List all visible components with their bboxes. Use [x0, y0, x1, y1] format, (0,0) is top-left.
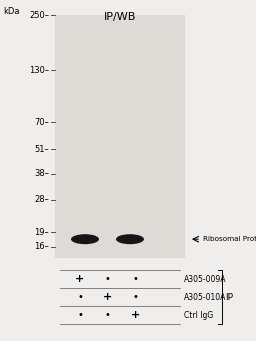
Text: •: •: [104, 274, 110, 284]
Text: Ctrl IgG: Ctrl IgG: [184, 311, 213, 320]
Text: •: •: [104, 310, 110, 320]
Text: •: •: [132, 274, 138, 284]
Text: +: +: [75, 274, 85, 284]
Ellipse shape: [71, 234, 99, 244]
Text: IP: IP: [225, 293, 233, 301]
Text: 28–: 28–: [34, 195, 49, 204]
Text: •: •: [77, 310, 83, 320]
Text: IP/WB: IP/WB: [104, 12, 136, 22]
Text: •: •: [132, 292, 138, 302]
Bar: [55, 15, 185, 258]
Text: A305-009A: A305-009A: [184, 275, 227, 283]
Text: +: +: [130, 310, 140, 320]
Text: 70–: 70–: [34, 118, 49, 127]
Text: 130–: 130–: [29, 65, 49, 75]
Text: 250–: 250–: [29, 11, 49, 19]
Ellipse shape: [116, 234, 144, 244]
Text: Ribosomal Protein L23: Ribosomal Protein L23: [203, 236, 256, 242]
Text: +: +: [102, 292, 112, 302]
Text: 51–: 51–: [34, 145, 49, 153]
Text: A305-010A: A305-010A: [184, 293, 226, 301]
Text: 38–: 38–: [34, 169, 49, 178]
Text: 19–: 19–: [34, 228, 49, 237]
Text: kDa: kDa: [3, 7, 19, 16]
Text: 16–: 16–: [34, 242, 49, 251]
Text: •: •: [77, 292, 83, 302]
